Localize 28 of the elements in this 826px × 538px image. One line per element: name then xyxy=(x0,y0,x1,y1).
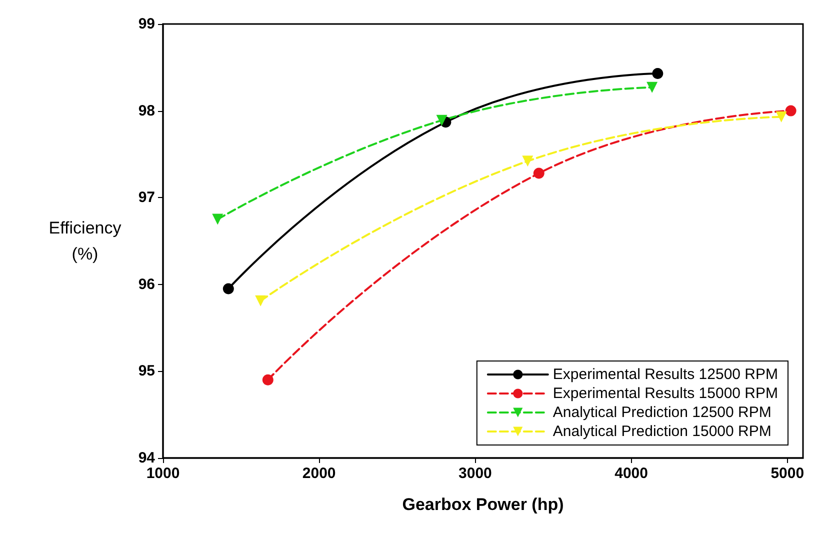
point xyxy=(776,111,787,122)
x-tick-label: 4000 xyxy=(614,465,648,482)
x-axis-title: Gearbox Power (hp) xyxy=(402,495,564,514)
y-tick-label: 96 xyxy=(138,276,155,293)
point xyxy=(262,374,274,386)
point xyxy=(522,156,534,167)
point xyxy=(785,105,796,116)
y-axis-title: Efficiency (%) xyxy=(48,218,122,264)
point xyxy=(652,68,664,79)
y-tick-label: 99 xyxy=(138,16,155,32)
x-tick-label: 2000 xyxy=(302,465,336,482)
y-tick-label: 94 xyxy=(138,450,156,466)
y-tick-label: 95 xyxy=(138,362,155,380)
point xyxy=(255,295,266,306)
point xyxy=(222,283,234,294)
point xyxy=(436,114,448,126)
legend-label: Analytical Prediction 12500 RPM xyxy=(552,404,772,421)
point xyxy=(646,82,658,93)
x-tick-label: 3000 xyxy=(458,465,492,482)
point xyxy=(533,168,544,179)
y-tick-label: 98 xyxy=(138,102,155,120)
x-tick-label: 1000 xyxy=(146,465,180,482)
point xyxy=(212,214,224,225)
legend-label: Experimental Results 15000 RPM xyxy=(552,385,778,402)
x-tick-label: 5000 xyxy=(770,465,804,482)
legend-label: Experimental Results 12500 RPM xyxy=(552,366,778,383)
legend-label: Analytical Prediction 15000 RPM xyxy=(552,423,772,440)
y-tick-label: 97 xyxy=(138,189,155,206)
